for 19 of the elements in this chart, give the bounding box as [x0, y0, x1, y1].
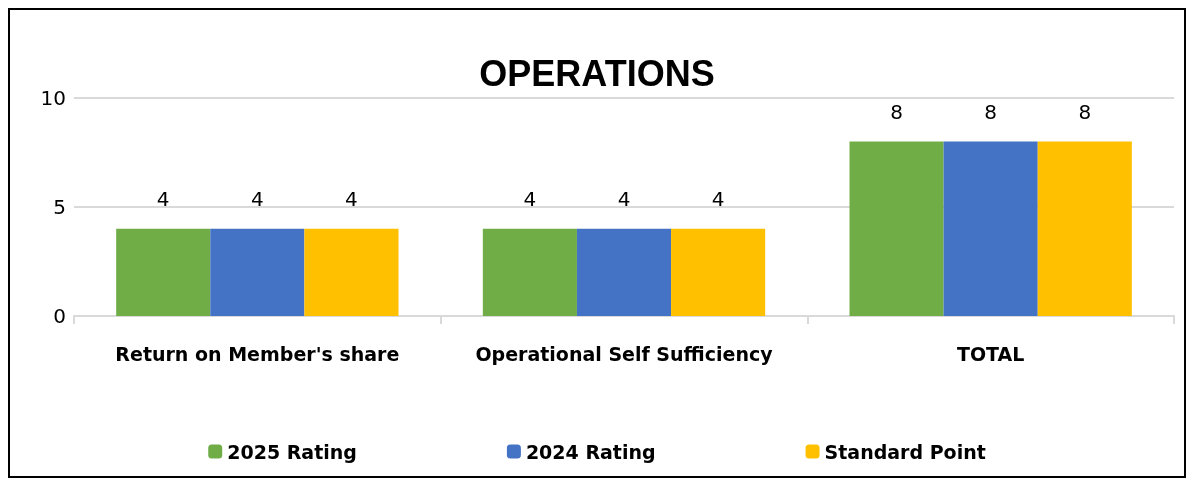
data-label: 4 [156, 186, 170, 211]
legend-label: 2025 Rating [227, 440, 357, 463]
data-label: 4 [250, 186, 264, 211]
x-tick-label: Operational Self Sufficiency [475, 342, 774, 365]
data-label: 8 [890, 99, 903, 124]
x-tick-label: Return on Member's share [115, 342, 400, 365]
legend-label: 2024 Rating [525, 440, 656, 463]
legend-label: Standard Point [824, 440, 986, 463]
data-label: 8 [984, 99, 998, 124]
y-tick-label: 5 [53, 195, 66, 219]
data-label: 4 [711, 186, 725, 211]
x-tick-label: TOTAL [956, 342, 1025, 365]
data-label: 4 [617, 186, 631, 211]
data-label: 8 [1078, 99, 1092, 124]
data-label: 4 [345, 186, 358, 211]
chart-title: OPERATIONS [479, 52, 715, 94]
y-tick-label: 0 [53, 304, 66, 328]
data-label: 4 [523, 186, 537, 211]
y-tick-label: 10 [40, 86, 66, 110]
